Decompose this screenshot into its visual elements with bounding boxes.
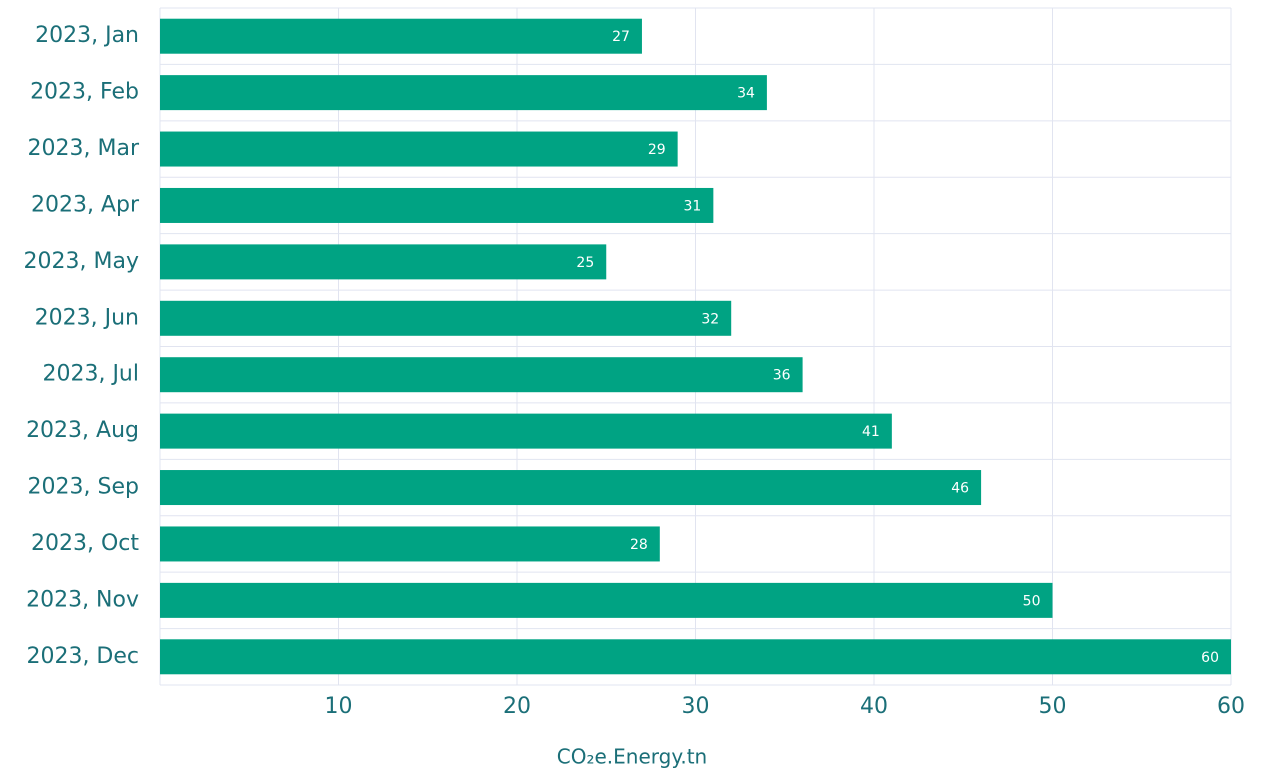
y-tick-label: 2023, Dec [26, 644, 139, 669]
bar [160, 582, 1053, 618]
value-label: 46 [951, 481, 969, 497]
y-tick-label: 2023, Jan [35, 23, 139, 48]
value-label: 34 [737, 86, 755, 102]
value-label: 32 [701, 311, 719, 327]
bar [160, 526, 660, 562]
value-label: 27 [612, 29, 630, 45]
x-tick-label: 40 [860, 694, 888, 719]
x-tick-label: 60 [1217, 694, 1245, 719]
bar [160, 187, 714, 223]
x-axis-label: CO₂e.Energy.tn [557, 745, 707, 769]
y-tick-label: 2023, Jul [42, 362, 139, 387]
x-tick-label: 30 [682, 694, 710, 719]
bar [160, 75, 767, 111]
y-tick-label: 2023, Aug [26, 418, 139, 443]
y-tick-label: 2023, Jun [35, 305, 139, 330]
x-tick-label: 50 [1039, 694, 1067, 719]
value-label: 60 [1201, 650, 1219, 666]
value-label: 41 [862, 424, 880, 440]
bar [160, 470, 982, 506]
y-tick-label: 2023, Mar [28, 136, 140, 161]
y-tick-label: 2023, Feb [30, 80, 139, 105]
value-label: 28 [630, 537, 648, 553]
bar [160, 18, 642, 54]
x-tick-label: 10 [325, 694, 353, 719]
bar [160, 413, 892, 449]
value-label: 29 [648, 142, 666, 158]
y-tick-label: 2023, Nov [26, 587, 139, 612]
x-tick-label: 20 [503, 694, 531, 719]
value-label: 31 [684, 198, 702, 214]
value-label: 50 [1023, 593, 1041, 609]
value-label: 36 [773, 368, 791, 384]
bar [160, 639, 1231, 675]
bar [160, 300, 732, 336]
value-label: 25 [576, 255, 594, 271]
y-tick-label: 2023, Sep [28, 475, 139, 500]
bar [160, 131, 678, 167]
y-tick-label: 2023, Apr [31, 192, 140, 217]
bar [160, 357, 803, 393]
y-tick-label: 2023, May [24, 249, 139, 274]
bar [160, 244, 607, 280]
y-tick-label: 2023, Oct [31, 531, 139, 556]
